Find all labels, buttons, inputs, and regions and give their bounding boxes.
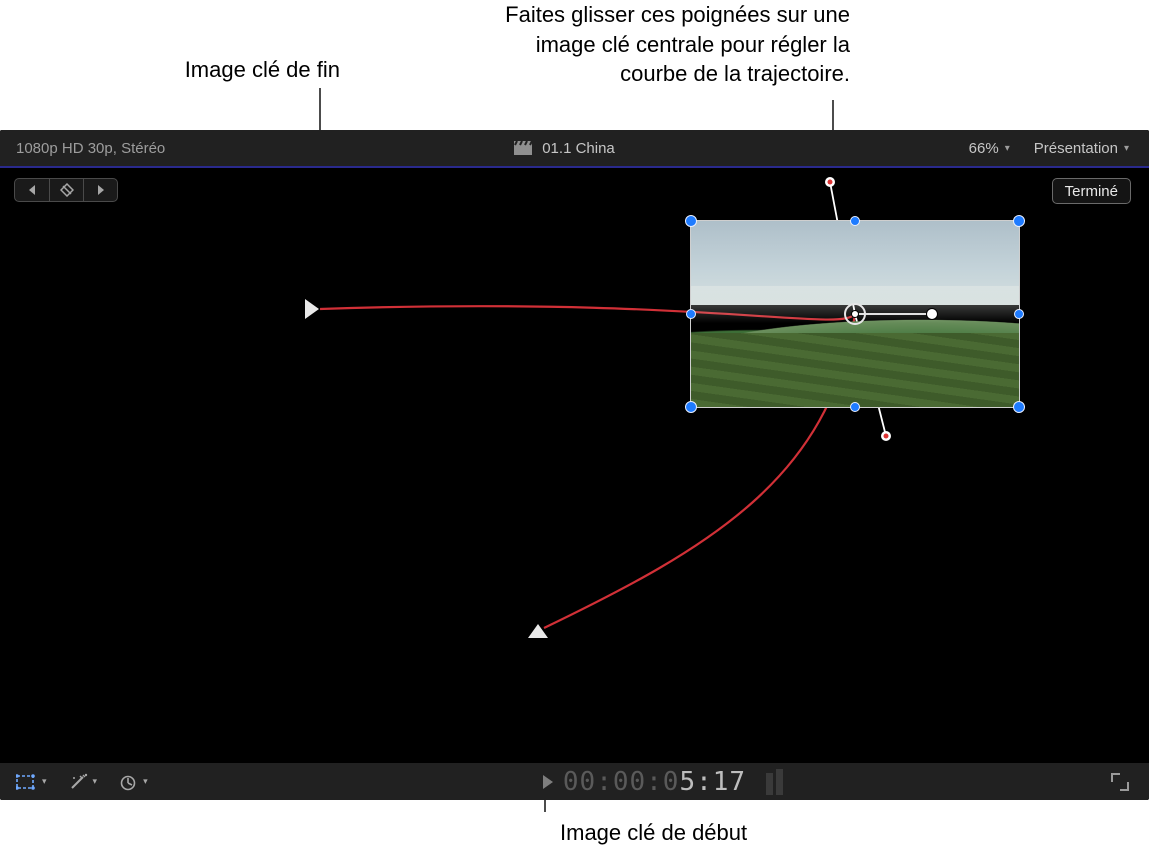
audio-meter[interactable] [766,769,786,795]
chevron-down-icon: ▾ [42,776,47,787]
next-keyframe-button[interactable] [83,179,117,201]
timecode-area: 00:00:05:17 [260,767,1069,797]
callout-start-keyframe: Image clé de début [560,818,747,848]
resize-handle-br[interactable] [1013,401,1025,413]
timecode-lit: 5:17 [679,767,746,797]
resize-handle-tr[interactable] [1013,215,1025,227]
start-keyframe-marker[interactable] [528,624,548,638]
resize-handle-l[interactable] [686,309,696,319]
prev-keyframe-button[interactable] [15,179,49,201]
enhance-tool-menu[interactable]: ▾ [69,773,98,791]
curve-handle-b[interactable] [881,431,891,441]
clip-title-text: 01.1 China [542,140,615,157]
callout-curve-handles: Faites glisser ces poignées sur une imag… [340,0,850,89]
zoom-percent-label: 66% [969,140,999,157]
chevron-down-icon: ▾ [93,776,98,787]
curve-handle-a[interactable] [825,177,835,187]
timecode-display[interactable]: 00:00:05:17 [563,767,746,797]
callout-end-keyframe: Image clé de fin [80,55,340,85]
fullscreen-button[interactable] [1111,773,1129,791]
done-button[interactable]: Terminé [1052,178,1131,204]
project-format-label: 1080p HD 30p, Stéréo [0,140,300,157]
view-menu[interactable]: Présentation ▾ [1034,140,1129,157]
play-button[interactable] [543,775,553,789]
resize-handle-r[interactable] [1014,309,1024,319]
retime-tool-menu[interactable]: ▾ [119,773,148,791]
chevron-down-icon: ▾ [1005,143,1010,154]
view-menu-label: Présentation [1034,140,1118,157]
resize-handle-t[interactable] [850,216,860,226]
page-root: Image clé de fin Faites glisser ces poig… [0,0,1149,859]
resize-handle-tl[interactable] [685,215,697,227]
resize-handle-bl[interactable] [685,401,697,413]
chevron-down-icon: ▾ [143,776,148,787]
viewer-bottom-toolbar: ▾ ▾ ▾ [0,762,1149,800]
resize-handle-b[interactable] [850,402,860,412]
clip-title: 01.1 China [300,140,829,157]
titlebar: 1080p HD 30p, Stéréo 01.1 China 66% ▾ Pr… [0,130,1149,166]
viewer-canvas[interactable]: Terminé [0,168,1149,762]
viewer-window: 1080p HD 30p, Stéréo 01.1 China 66% ▾ Pr… [0,130,1149,800]
keyframe-nav [14,178,118,202]
end-keyframe-marker[interactable] [305,299,319,319]
clip-transform-frame[interactable] [690,220,1020,408]
add-keyframe-button[interactable] [49,179,83,201]
curve-handle-knob[interactable] [926,308,938,320]
zoom-menu[interactable]: 66% ▾ [969,140,1010,157]
clapperboard-icon [514,141,532,155]
clip-center-target[interactable] [844,303,866,325]
transform-tool-menu[interactable]: ▾ [16,774,47,790]
chevron-down-icon: ▾ [1124,143,1129,154]
timecode-dim: 00:00:0 [563,767,680,797]
